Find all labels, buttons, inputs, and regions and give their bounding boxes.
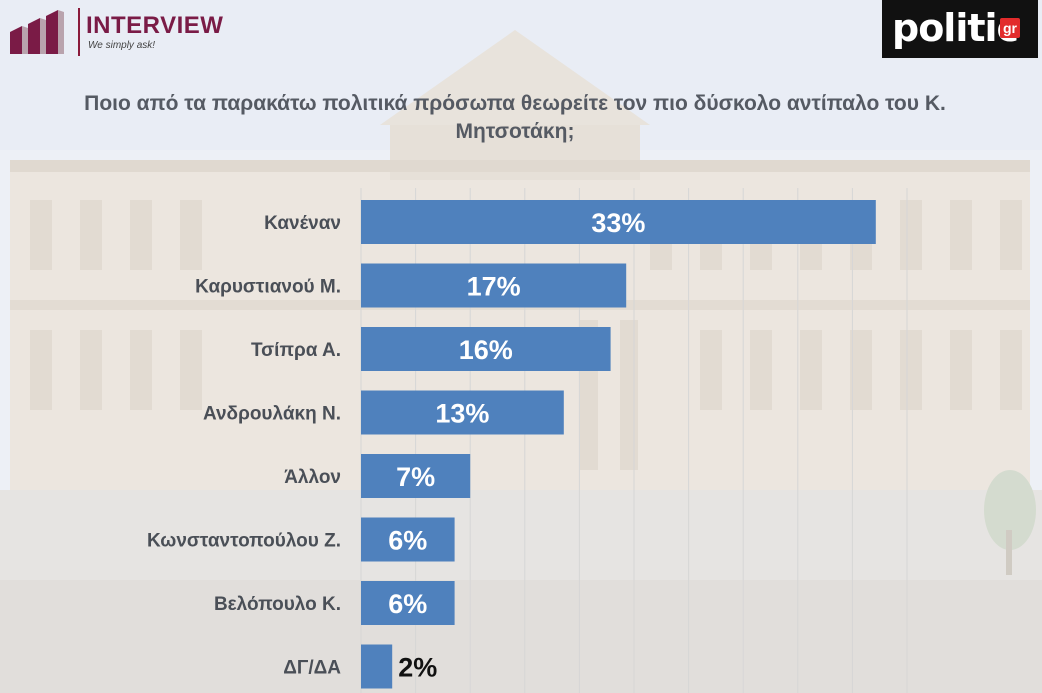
chart-bars — [361, 200, 876, 689]
bar-3 — [361, 390, 564, 435]
value-label: 7% — [396, 462, 435, 492]
category-label: Τσίπρα Α. — [251, 340, 341, 361]
bar-chart-logo-icon — [10, 10, 64, 54]
bar-4 — [361, 454, 471, 498]
bar-6 — [361, 581, 455, 625]
value-label: 16% — [459, 335, 513, 365]
value-label: 2% — [398, 653, 437, 683]
value-label: 17% — [467, 272, 521, 302]
category-label: Ανδρουλάκη Ν. — [203, 404, 341, 425]
brand-tagline: We simply ask! — [88, 40, 156, 51]
chart-title: Ποιο από τα παρακάτω πολιτικά πρόσωπα θε… — [84, 92, 946, 143]
bar-1 — [361, 263, 627, 308]
category-label: Κανέναν — [264, 213, 341, 234]
category-label: Κωνσταντοπούλου Ζ. — [147, 531, 341, 552]
brand-name: INTERVIEW — [86, 12, 224, 39]
value-label: 13% — [435, 399, 489, 429]
politic-logo-text: politic — [892, 6, 1019, 50]
bar-5 — [361, 517, 455, 562]
bar-7 — [361, 644, 393, 689]
politic-logo: politic gr — [882, 0, 1038, 58]
bar-0 — [361, 200, 876, 244]
chart-labels: Κανέναν 33% Καρυστιανού Μ. 17% Τσίπρα Α. 16% Α… — [147, 208, 645, 683]
category-label: Καρυστιανού Μ. — [195, 277, 341, 298]
value-label: 6% — [388, 589, 427, 619]
logo-divider — [78, 8, 80, 56]
category-label: ΔΓ/ΔΑ — [283, 658, 341, 679]
value-label: 33% — [591, 208, 645, 238]
politic-logo-suffix: gr — [1000, 18, 1020, 38]
bar-2 — [361, 327, 611, 371]
value-label: 6% — [388, 526, 427, 556]
category-label: Άλλον — [284, 467, 341, 488]
interview-logo: INTERVIEW We simply ask! — [8, 6, 248, 58]
category-label: Βελόπουλο Κ. — [214, 594, 341, 615]
